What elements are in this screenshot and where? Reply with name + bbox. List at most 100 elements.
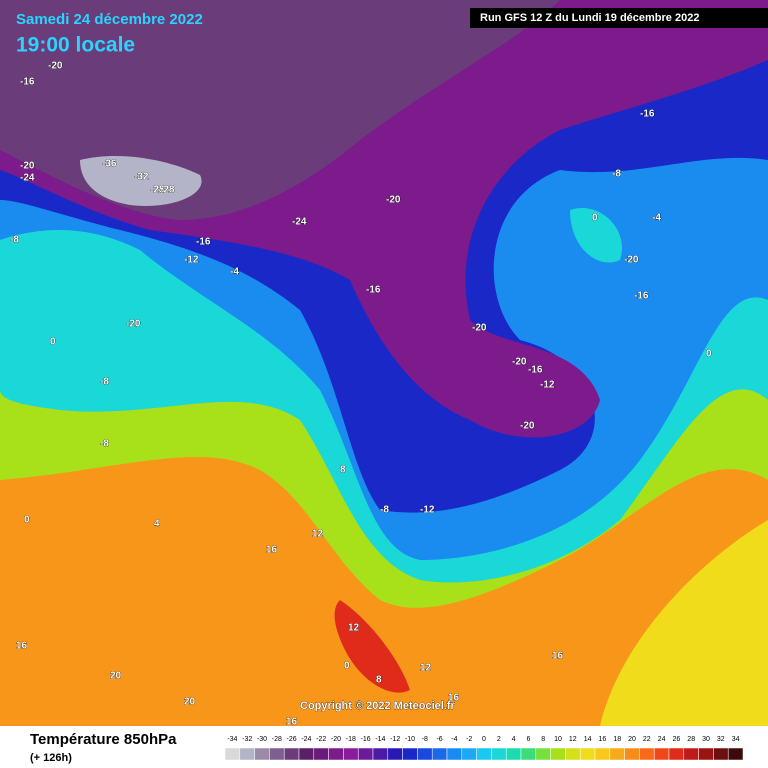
legend-swatch — [328, 747, 344, 761]
legend-label: 26 — [673, 736, 681, 743]
zone-extreme — [80, 155, 202, 206]
legend-label: 14 — [584, 736, 592, 743]
legend-swatch — [254, 747, 270, 761]
legend-swatch — [520, 747, 537, 761]
legend-swatch — [579, 747, 596, 761]
contour-label: 16 — [286, 717, 298, 728]
legend-label: -22 — [316, 736, 326, 743]
legend-label: 4 — [512, 736, 516, 743]
copyright: Copyright © 2022 Meteociel.fr — [300, 700, 456, 712]
legend-swatch — [505, 747, 522, 761]
legend-swatch — [446, 747, 463, 761]
legend-label: -2 — [466, 736, 472, 743]
contour-label: 12 — [420, 663, 432, 674]
contour-label: 0 — [592, 213, 598, 224]
run-box — [470, 8, 768, 28]
contour-label: 0 — [344, 661, 350, 672]
contour-label: -16 — [366, 285, 381, 296]
legend-label: -32 — [242, 736, 252, 743]
date: Samedi 24 décembre 2022 — [16, 11, 203, 28]
zone-greenland-patch — [570, 208, 622, 263]
legend-swatch — [372, 747, 389, 761]
legend-swatch — [476, 747, 492, 761]
contour-label: 8 — [376, 675, 382, 686]
contour-label: -4 — [652, 213, 661, 224]
legend-swatch — [683, 747, 699, 761]
contour-label: -20 — [386, 195, 401, 206]
legend-label: -30 — [257, 736, 267, 743]
legend-label: 8 — [541, 736, 545, 743]
legend-label: -10 — [405, 736, 415, 743]
legend-label: 22 — [643, 736, 651, 743]
contour-label: 16 — [266, 545, 278, 556]
legend-label: -16 — [361, 736, 371, 743]
contour-label: -36 — [102, 159, 117, 170]
contour-label: -12 — [540, 380, 555, 391]
legend-swatch — [357, 747, 374, 761]
legend-swatch — [624, 747, 640, 761]
contour-label: 16 — [448, 693, 460, 704]
legend-label: -20 — [331, 736, 341, 743]
contour-label: -20 — [126, 319, 141, 330]
contour-label: -20 — [624, 255, 639, 266]
contour-label: 12 — [348, 623, 360, 634]
zone-warm — [0, 0, 768, 726]
contour-label: 8 — [340, 465, 346, 476]
contour-label: -16 — [20, 77, 35, 88]
legend-label: -6 — [436, 736, 442, 743]
contour-label: -8 — [380, 505, 389, 516]
contour-label: -16 — [634, 291, 649, 302]
contour-label: -16 — [640, 109, 655, 120]
legend-swatch — [653, 747, 670, 761]
legend-label: 34 — [732, 736, 740, 743]
contour-label: 0 — [24, 515, 30, 526]
legend-label: 16 — [599, 736, 607, 743]
legend-label: 2 — [497, 736, 501, 743]
contour-label: -20 — [472, 323, 487, 334]
contour-label: -20 — [520, 421, 535, 432]
legend-swatch — [594, 747, 611, 761]
footer-title: Température 850hPa — [30, 731, 177, 748]
contour-label: -32 — [134, 172, 149, 183]
legend-swatch — [609, 747, 625, 761]
legend-swatch — [417, 747, 433, 761]
legend-swatch — [343, 747, 359, 761]
contour-label: -16 — [528, 365, 543, 376]
footer-bg — [0, 726, 768, 768]
legend-label: 18 — [613, 736, 621, 743]
legend-swatch — [269, 747, 285, 761]
contour-label: 0 — [50, 337, 56, 348]
legend-label: 6 — [526, 736, 530, 743]
legend-swatch — [283, 747, 300, 761]
footer-lead: (+ 126h) — [30, 752, 72, 764]
contour-label: -8 — [100, 439, 109, 450]
legend-swatch — [431, 747, 448, 761]
contour-label: 16 — [16, 641, 28, 652]
contour-label: -28 — [150, 185, 165, 196]
legend-swatch — [387, 747, 403, 761]
legend-swatch — [668, 747, 685, 761]
contour-label: -24 — [292, 217, 307, 228]
contour-label: 20 — [184, 697, 196, 708]
legend-swatch — [461, 747, 477, 761]
legend-swatch — [698, 747, 714, 761]
contour-label: 0 — [706, 349, 712, 360]
contour-label: -28 — [160, 185, 175, 196]
contour-label: -16 — [196, 237, 211, 248]
contour-label: 16 — [552, 651, 564, 662]
legend-swatch — [727, 747, 744, 761]
contour-label: -20 — [20, 161, 35, 172]
contour-label: 20 — [110, 671, 122, 682]
legend-label: -14 — [375, 736, 385, 743]
legend-label: -12 — [390, 736, 400, 743]
legend-label: 28 — [687, 736, 695, 743]
contour-label: -4 — [230, 267, 239, 278]
legend-label: -8 — [422, 736, 428, 743]
contour-label: -20 — [512, 357, 527, 368]
legend-swatch — [239, 747, 255, 761]
contour-label: -24 — [20, 173, 35, 184]
legend-label: -34 — [227, 736, 237, 743]
legend-label: -18 — [346, 736, 356, 743]
